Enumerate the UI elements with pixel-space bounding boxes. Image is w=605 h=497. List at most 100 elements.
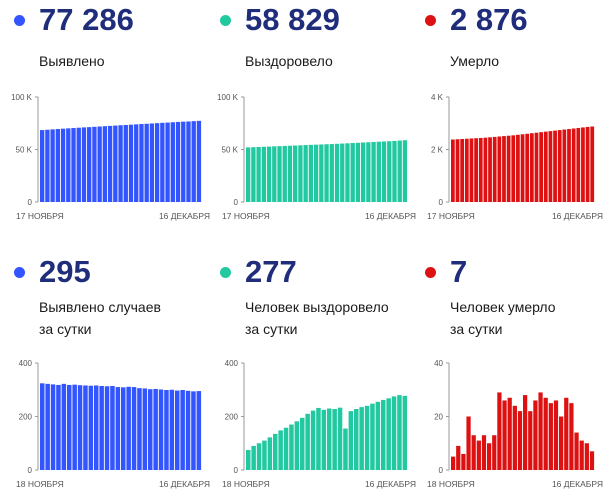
bar xyxy=(246,449,251,470)
stat-value: 277 xyxy=(245,254,297,289)
bar xyxy=(553,130,557,202)
bar xyxy=(273,433,278,470)
bar xyxy=(165,122,170,202)
bar xyxy=(60,128,66,202)
bar xyxy=(128,124,134,202)
bar xyxy=(300,417,305,470)
y-tick-label: 200 xyxy=(19,413,33,422)
series-dot xyxy=(14,15,25,26)
bar xyxy=(123,124,128,202)
y-tick-label: 0 xyxy=(439,466,444,475)
bar-chart-daily-detected: 0 200 400 18 НОЯБРЯ 16 ДЕКАБРЯ xyxy=(16,359,210,489)
bar xyxy=(293,145,298,202)
bar xyxy=(471,435,476,470)
series-dot xyxy=(220,267,231,278)
bar xyxy=(186,121,191,202)
bar xyxy=(402,395,408,470)
bar xyxy=(272,146,277,202)
bar xyxy=(460,139,465,202)
bar xyxy=(478,137,483,202)
y-tick-label: 0 xyxy=(234,466,239,475)
bar xyxy=(118,125,123,202)
bar xyxy=(567,129,571,202)
stat-label-line-2: за сутки xyxy=(39,321,92,337)
bar xyxy=(191,121,196,202)
bar xyxy=(355,142,361,202)
bar xyxy=(525,133,530,202)
y-tick-label: 100 K xyxy=(11,93,33,102)
bar xyxy=(579,440,584,470)
bar xyxy=(139,124,144,202)
bar xyxy=(319,144,324,202)
bar xyxy=(55,129,61,202)
bar xyxy=(529,133,534,202)
bar xyxy=(71,128,76,202)
bar xyxy=(359,407,364,470)
y-tick-label: 40 xyxy=(434,359,443,368)
bar xyxy=(455,139,460,202)
bar xyxy=(266,146,272,202)
x-tick-label-start: 18 НОЯБРЯ xyxy=(222,479,270,489)
bar xyxy=(185,390,191,470)
y-tick-label: 2 K xyxy=(431,146,444,155)
x-tick-label-start: 17 НОЯБРЯ xyxy=(16,211,64,221)
bar xyxy=(77,385,83,470)
bar xyxy=(308,144,314,202)
stat-label-line-2: за сутки xyxy=(245,321,298,337)
bar xyxy=(548,403,553,471)
bar xyxy=(76,127,81,202)
series-dot xyxy=(220,15,231,26)
bar xyxy=(56,384,61,470)
bar xyxy=(181,121,186,202)
bar xyxy=(337,407,343,470)
x-tick-label-start: 17 НОЯБРЯ xyxy=(427,211,475,221)
bar xyxy=(334,143,340,202)
bar xyxy=(585,126,590,202)
x-tick-label-start: 18 НОЯБРЯ xyxy=(427,479,475,489)
bar xyxy=(99,386,104,470)
bar xyxy=(88,385,94,470)
bar xyxy=(590,126,595,202)
bar xyxy=(464,138,469,202)
bar xyxy=(569,403,574,471)
bar xyxy=(327,408,332,470)
bar xyxy=(497,392,502,470)
stat-label-line-1: Человек умерло xyxy=(450,299,556,315)
bar xyxy=(397,140,402,202)
bar xyxy=(262,440,267,470)
y-tick-label: 0 xyxy=(28,466,33,475)
bar xyxy=(282,145,287,202)
y-tick-label: 400 xyxy=(19,359,33,368)
bar xyxy=(298,145,303,202)
bar xyxy=(169,389,175,470)
bar xyxy=(164,390,169,470)
bar xyxy=(50,129,55,202)
stat-label-line-1: Человек выздоровело xyxy=(245,299,389,315)
bar xyxy=(66,128,71,202)
bar xyxy=(321,409,327,470)
bar xyxy=(313,144,319,202)
bar xyxy=(45,383,50,470)
bar xyxy=(45,129,50,202)
bar xyxy=(538,392,543,470)
bar xyxy=(149,123,155,202)
bar-chart-deaths: 0 2 K 4 K 17 НОЯБРЯ 16 ДЕКАБРЯ xyxy=(427,93,603,221)
stat-value: 7 xyxy=(450,254,468,289)
bar xyxy=(574,432,579,470)
bar xyxy=(364,405,370,470)
bar xyxy=(466,416,471,470)
bar xyxy=(564,397,569,470)
bar xyxy=(97,126,102,202)
y-tick-label: 0 xyxy=(439,198,444,207)
bar xyxy=(310,410,316,470)
bar xyxy=(469,138,474,202)
bar xyxy=(584,443,589,470)
bar-chart-detected: 0 50 K 100 K 17 НОЯБРЯ 16 ДЕКАБРЯ xyxy=(11,93,210,221)
x-tick-label-end: 16 ДЕКАБРЯ xyxy=(365,211,416,221)
bar xyxy=(158,389,164,470)
x-tick-label-start: 17 НОЯБРЯ xyxy=(222,211,270,221)
bar xyxy=(474,138,478,202)
bar xyxy=(476,440,481,470)
bar xyxy=(559,416,564,470)
bar xyxy=(72,384,77,470)
